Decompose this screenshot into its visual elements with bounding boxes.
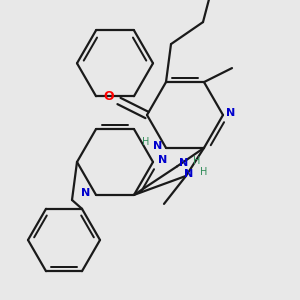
Text: N: N — [184, 169, 194, 179]
Text: H: H — [193, 156, 201, 167]
Text: N: N — [179, 158, 189, 168]
Text: N: N — [81, 188, 91, 198]
Text: O: O — [104, 89, 114, 103]
Text: N: N — [153, 141, 163, 151]
Text: N: N — [158, 155, 168, 165]
Text: N: N — [226, 108, 236, 118]
Text: H: H — [200, 167, 208, 177]
Text: H: H — [142, 137, 150, 147]
